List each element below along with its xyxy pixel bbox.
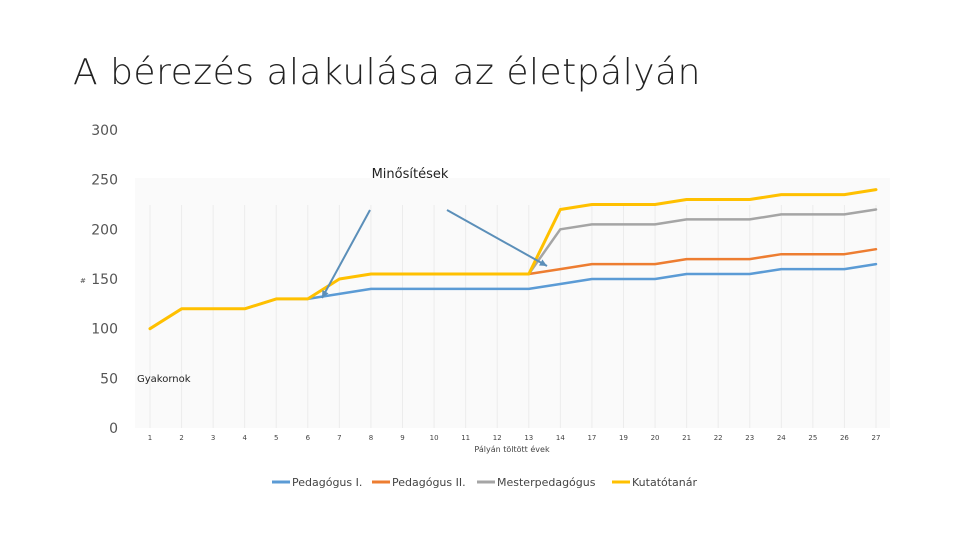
x-tick-label: 17	[587, 434, 596, 442]
x-tick-label: 4	[242, 434, 247, 442]
x-tick-label: 26	[840, 434, 849, 442]
stray-hash-mark: #	[80, 277, 86, 285]
x-tick-label: 20	[651, 434, 660, 442]
y-tick-label: 100	[91, 322, 118, 338]
legend: Pedagógus I. Pedagógus II. Mesterpedagógus…	[272, 476, 698, 489]
x-axis-title: Pályán töltött évek	[474, 444, 550, 454]
series-line-2	[306, 262, 878, 301]
series-layer	[148, 188, 878, 331]
legend-item: Pedagógus II.	[372, 476, 466, 489]
x-tick-label: 1	[148, 434, 152, 442]
svg-text:Mesterpedagógus: Mesterpedagógus	[497, 476, 596, 489]
legend-item: Kutatótanár	[612, 476, 698, 489]
series-line-3	[527, 247, 878, 276]
x-tick-label: 2	[179, 434, 183, 442]
x-tick-label: 13	[524, 434, 533, 442]
series-line-5	[148, 188, 878, 331]
svg-text:Pedagógus II.: Pedagógus II.	[392, 476, 466, 489]
slide-title: A bérezés alakulása az életpályán	[73, 52, 701, 93]
y-tick-label: 0	[109, 421, 118, 437]
x-tick-label: 19	[619, 434, 628, 442]
y-tick-label: 150	[91, 272, 118, 288]
annotation-gyakornok: Gyakornok	[137, 374, 191, 385]
legend-item: Mesterpedagógus	[477, 476, 596, 489]
x-tick-label: 11	[461, 434, 470, 442]
x-tick-label: 12	[493, 434, 502, 442]
x-tick-label: 7	[337, 434, 341, 442]
x-tick-label: 24	[777, 434, 786, 442]
annotation-minositesek: Minősítések	[372, 167, 449, 182]
y-tick-label: 250	[91, 173, 118, 189]
legend-item: Pedagógus I.	[272, 476, 362, 489]
y-tick-label: 50	[100, 371, 118, 387]
x-tick-label: 14	[556, 434, 565, 442]
svg-text:Kutatótanár: Kutatótanár	[632, 476, 698, 489]
annotation-arrow-right	[446, 209, 548, 267]
x-tick-label: 6	[306, 434, 311, 442]
x-tick-label: 5	[274, 434, 278, 442]
x-tick-label: 9	[400, 434, 404, 442]
x-tick-label: 25	[808, 434, 817, 442]
x-tick-label: 8	[369, 434, 373, 442]
x-tick-label: 27	[872, 434, 881, 442]
annotation-arrow-left	[321, 209, 371, 299]
x-tick-label: 3	[211, 434, 215, 442]
svg-text:Pedagógus I.: Pedagógus I.	[292, 476, 362, 489]
x-axis: 1 2 3 4 5 6 7 8 9 10 11 12 13 14 17 19 20 21 22 23 24 25 26 27	[148, 205, 881, 442]
x-tick-label: 22	[714, 434, 723, 442]
y-tick-label: 200	[91, 222, 118, 238]
x-tick-label: 23	[745, 434, 754, 442]
x-tick-label: 10	[430, 434, 439, 442]
y-tick-label: 300	[91, 123, 118, 139]
x-tick-label: 21	[682, 434, 691, 442]
y-axis: 0 50 100 150 200 250 300	[91, 123, 118, 437]
series-line-4	[527, 208, 878, 276]
annotation-layer: Minősítések Gyakornok #	[80, 167, 548, 385]
